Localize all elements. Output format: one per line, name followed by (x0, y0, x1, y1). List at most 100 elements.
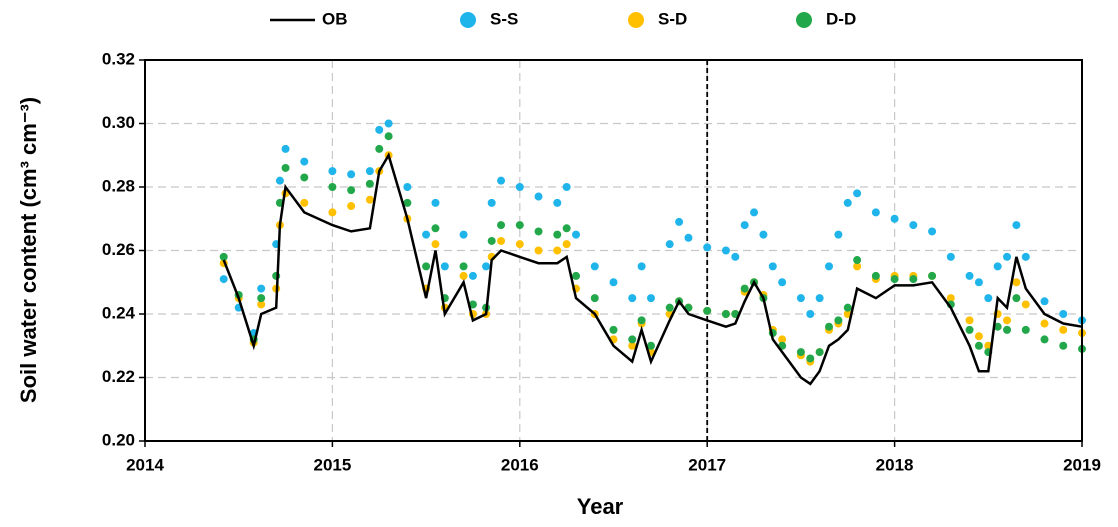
data-point (928, 227, 937, 236)
legend-symbol (460, 12, 476, 28)
data-point (1003, 316, 1012, 325)
data-point (609, 278, 618, 287)
data-point (384, 132, 393, 141)
data-point (778, 335, 787, 344)
data-point (815, 294, 824, 303)
data-point (431, 224, 440, 233)
data-point (871, 271, 880, 280)
data-point (328, 183, 337, 191)
data-point (928, 271, 937, 280)
data-point (497, 221, 506, 230)
data-point (965, 271, 974, 280)
plot-frame (144, 59, 1083, 442)
data-point (347, 202, 356, 211)
data-point (684, 233, 693, 242)
data-point (440, 262, 449, 271)
legend-label: D-D (826, 9, 856, 28)
data-point (1012, 278, 1021, 287)
y-tick-label: 0.22 (102, 367, 135, 386)
data-point (740, 284, 749, 293)
y-tick-label: 0.26 (102, 240, 135, 259)
y-tick-label: 0.30 (102, 113, 135, 132)
data-point (843, 303, 852, 312)
data-point (281, 144, 290, 153)
data-point (1059, 341, 1068, 350)
data-point (403, 198, 412, 207)
data-point (365, 195, 374, 204)
data-point (572, 271, 581, 280)
data-point (347, 170, 356, 179)
data-point (300, 198, 309, 207)
data-point (219, 275, 228, 284)
data-point (628, 341, 637, 350)
x-tick-label: 2014 (126, 455, 164, 474)
data-point (796, 348, 805, 357)
data-point (219, 252, 228, 261)
data-point (497, 176, 506, 185)
x-tick-label: 2017 (688, 455, 726, 474)
data-point (703, 243, 712, 252)
data-point (459, 230, 468, 239)
data-point (815, 348, 824, 357)
data-point (768, 262, 777, 271)
data-point (721, 246, 730, 255)
data-point (628, 335, 637, 344)
data-point (974, 341, 983, 350)
data-point (553, 198, 562, 207)
data-point (1059, 325, 1068, 334)
data-point (806, 354, 815, 363)
data-point (759, 230, 768, 239)
data-point (890, 275, 899, 284)
x-tick-label: 2018 (876, 455, 914, 474)
data-point (796, 294, 805, 303)
data-point (482, 262, 491, 271)
data-point (487, 198, 496, 207)
data-point (703, 306, 712, 315)
y-tick-label: 0.28 (102, 176, 135, 195)
data-point (562, 183, 571, 191)
data-point (300, 157, 309, 166)
data-point (675, 217, 684, 226)
legend-symbol (628, 12, 644, 28)
data-point (562, 240, 571, 249)
data-point (497, 236, 506, 245)
y-tick-label: 0.24 (102, 303, 136, 322)
data-point (984, 294, 993, 303)
data-point (572, 230, 581, 239)
data-point (843, 198, 852, 207)
legend-label: S-D (658, 9, 687, 28)
y-axis-label: Soil water content (cm³ cm⁻³) (16, 97, 41, 403)
data-point (328, 208, 337, 217)
data-point (468, 271, 477, 280)
data-point (834, 316, 843, 325)
data-point (665, 303, 674, 312)
data-point (365, 179, 374, 188)
legend-label: S-S (490, 9, 518, 28)
data-point (515, 183, 524, 191)
data-point (1059, 310, 1068, 318)
data-point (281, 163, 290, 172)
data-point (375, 125, 384, 134)
data-point (778, 278, 787, 287)
data-point (825, 322, 834, 331)
data-point (946, 294, 955, 303)
data-point (721, 310, 730, 318)
data-point (459, 262, 468, 271)
data-point (459, 271, 468, 280)
data-point (646, 341, 655, 350)
data-point (1021, 325, 1030, 334)
data-point (300, 173, 309, 182)
data-point (1040, 297, 1049, 306)
data-point (628, 294, 637, 303)
x-tick-label: 2019 (1063, 455, 1101, 474)
data-point (590, 262, 599, 271)
data-point (909, 221, 918, 230)
data-point (534, 192, 543, 201)
data-point (646, 294, 655, 303)
data-point (422, 230, 431, 239)
data-point (257, 300, 266, 309)
data-point (853, 262, 862, 271)
data-point (403, 183, 412, 191)
data-point (431, 240, 440, 249)
